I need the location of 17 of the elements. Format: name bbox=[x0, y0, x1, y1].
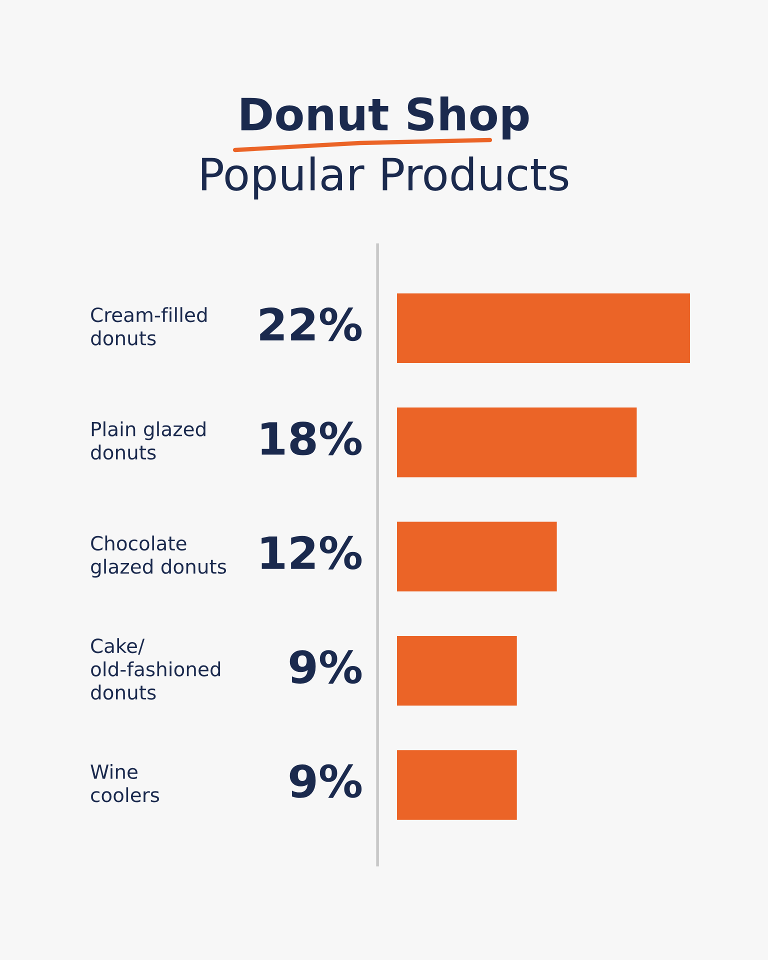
data-label: 12% bbox=[262, 536, 362, 570]
bar bbox=[397, 293, 690, 364]
data-label: 18% bbox=[262, 422, 362, 456]
bar bbox=[397, 636, 517, 706]
data-label: 9% bbox=[290, 764, 362, 798]
data-label: 9% bbox=[290, 650, 362, 684]
chart-title: Donut Shop bbox=[241, 96, 529, 140]
chart-subtitle: Popular Products bbox=[202, 156, 568, 200]
y-tick-label: Plain glazed donuts bbox=[91, 421, 206, 460]
data-label: 22% bbox=[260, 307, 362, 342]
y-tick-label: Cream-filled donuts bbox=[91, 307, 207, 346]
bar bbox=[397, 408, 637, 478]
y-tick-label: Cake/ old-fashioned donuts bbox=[91, 638, 220, 700]
y-tick-label: Chocolate glazed donuts bbox=[91, 536, 226, 578]
y-tick-label: Wine coolers bbox=[90, 764, 160, 802]
bar bbox=[397, 750, 517, 820]
bar bbox=[397, 522, 557, 592]
